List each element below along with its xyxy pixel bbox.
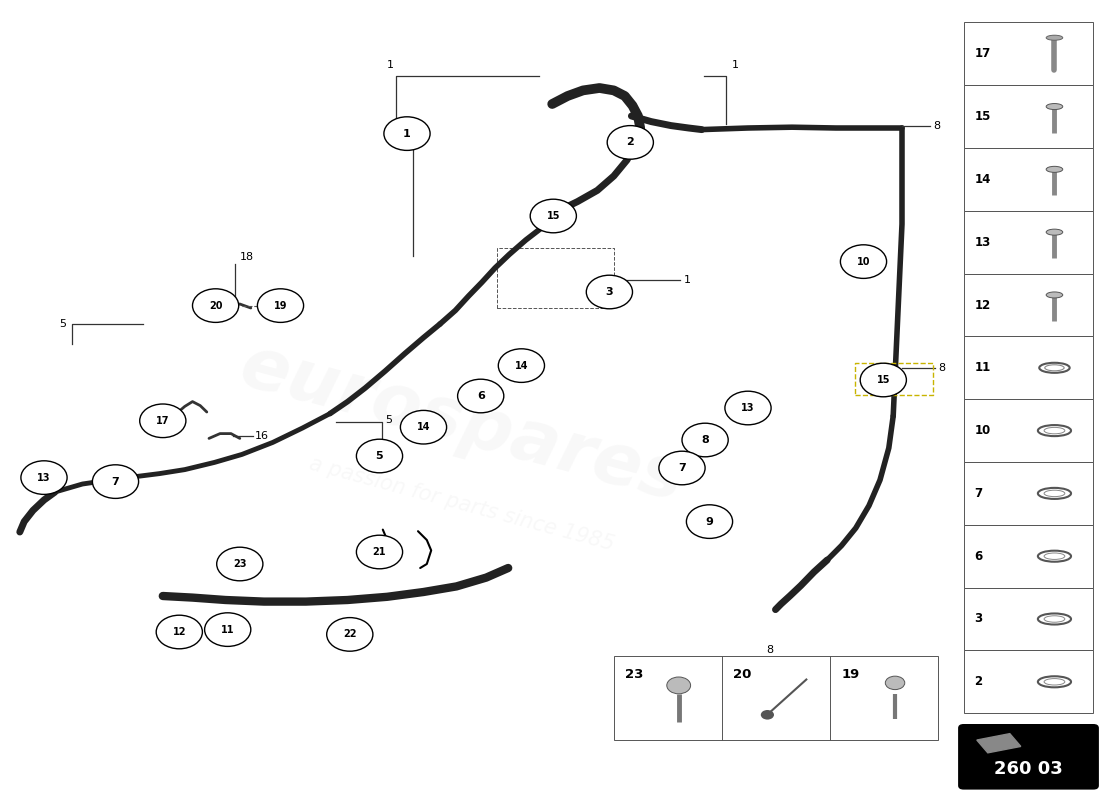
Text: 8: 8 — [701, 435, 710, 445]
Ellipse shape — [667, 677, 691, 694]
Bar — [964, 336, 1093, 399]
Text: 18: 18 — [240, 251, 254, 262]
Text: eurospares: eurospares — [232, 331, 692, 517]
Circle shape — [356, 535, 403, 569]
Text: 8: 8 — [938, 363, 945, 373]
Circle shape — [860, 363, 906, 397]
Text: 3: 3 — [975, 613, 982, 626]
Circle shape — [498, 349, 544, 382]
Text: 1: 1 — [732, 60, 738, 70]
Circle shape — [92, 465, 139, 498]
Ellipse shape — [1046, 103, 1063, 110]
Ellipse shape — [1046, 292, 1063, 298]
Bar — [964, 399, 1093, 462]
Text: 17: 17 — [975, 47, 991, 60]
Circle shape — [156, 615, 202, 649]
Text: 7: 7 — [111, 477, 120, 486]
Text: 15: 15 — [547, 211, 560, 221]
Circle shape — [840, 245, 887, 278]
Text: 14: 14 — [417, 422, 430, 432]
Text: 8: 8 — [767, 645, 773, 654]
Text: 5: 5 — [59, 319, 66, 329]
Text: 16: 16 — [255, 431, 270, 441]
Ellipse shape — [1046, 166, 1063, 172]
Text: 5: 5 — [385, 415, 392, 425]
Text: 12: 12 — [173, 627, 186, 637]
Text: 13: 13 — [975, 236, 991, 249]
Text: 10: 10 — [857, 257, 870, 266]
Text: 4: 4 — [398, 133, 405, 142]
Ellipse shape — [1046, 229, 1063, 235]
Text: 14: 14 — [515, 361, 528, 370]
Text: 10: 10 — [975, 424, 991, 437]
Ellipse shape — [1046, 35, 1063, 40]
Circle shape — [458, 379, 504, 413]
Text: 13: 13 — [741, 403, 755, 413]
Bar — [964, 587, 1093, 650]
Circle shape — [327, 618, 373, 651]
Circle shape — [686, 505, 733, 538]
Bar — [964, 148, 1093, 211]
Text: 6: 6 — [975, 550, 983, 562]
Circle shape — [400, 410, 447, 444]
Text: 7: 7 — [678, 463, 686, 473]
Circle shape — [192, 289, 239, 322]
Text: 7: 7 — [975, 487, 982, 500]
Circle shape — [21, 461, 67, 494]
Bar — [964, 525, 1093, 587]
Text: 6: 6 — [476, 391, 485, 401]
Text: 11: 11 — [221, 625, 234, 634]
Text: 23: 23 — [233, 559, 246, 569]
Bar — [964, 210, 1093, 274]
Text: 13: 13 — [37, 473, 51, 482]
Text: 1: 1 — [387, 60, 394, 70]
Circle shape — [140, 404, 186, 438]
Text: 5: 5 — [376, 451, 383, 461]
Bar — [614, 656, 938, 740]
Bar — [964, 462, 1093, 525]
Text: 19: 19 — [274, 301, 287, 310]
Circle shape — [607, 126, 653, 159]
Circle shape — [725, 391, 771, 425]
Text: 12: 12 — [975, 298, 991, 311]
Text: 9: 9 — [705, 517, 714, 526]
Bar — [964, 274, 1093, 337]
Polygon shape — [977, 734, 1021, 753]
Circle shape — [659, 451, 705, 485]
Text: 17: 17 — [156, 416, 169, 426]
Circle shape — [217, 547, 263, 581]
Text: 14: 14 — [975, 173, 991, 186]
Circle shape — [761, 710, 774, 720]
Circle shape — [682, 423, 728, 457]
Circle shape — [530, 199, 576, 233]
Text: 19: 19 — [842, 668, 859, 681]
FancyBboxPatch shape — [958, 724, 1099, 790]
Text: 23: 23 — [625, 668, 644, 681]
Text: 1: 1 — [684, 275, 691, 285]
Circle shape — [586, 275, 632, 309]
Bar — [964, 86, 1093, 148]
Text: 8: 8 — [933, 122, 939, 131]
Text: 15: 15 — [877, 375, 890, 385]
Text: 15: 15 — [975, 110, 991, 123]
Text: a passion for parts since 1985: a passion for parts since 1985 — [307, 454, 617, 554]
Text: 20: 20 — [209, 301, 222, 310]
Text: 20: 20 — [733, 668, 751, 681]
Circle shape — [205, 613, 251, 646]
Text: 2: 2 — [626, 138, 635, 147]
Text: 11: 11 — [975, 362, 991, 374]
Text: 1: 1 — [403, 129, 411, 138]
Text: 2: 2 — [975, 675, 982, 688]
Circle shape — [356, 439, 403, 473]
Text: 260 03: 260 03 — [994, 761, 1063, 778]
Text: 22: 22 — [343, 630, 356, 639]
Circle shape — [257, 289, 304, 322]
Bar — [964, 650, 1093, 714]
Bar — [964, 22, 1093, 86]
Ellipse shape — [886, 676, 905, 690]
Text: 21: 21 — [373, 547, 386, 557]
Text: 3: 3 — [606, 287, 613, 297]
Circle shape — [384, 117, 430, 150]
